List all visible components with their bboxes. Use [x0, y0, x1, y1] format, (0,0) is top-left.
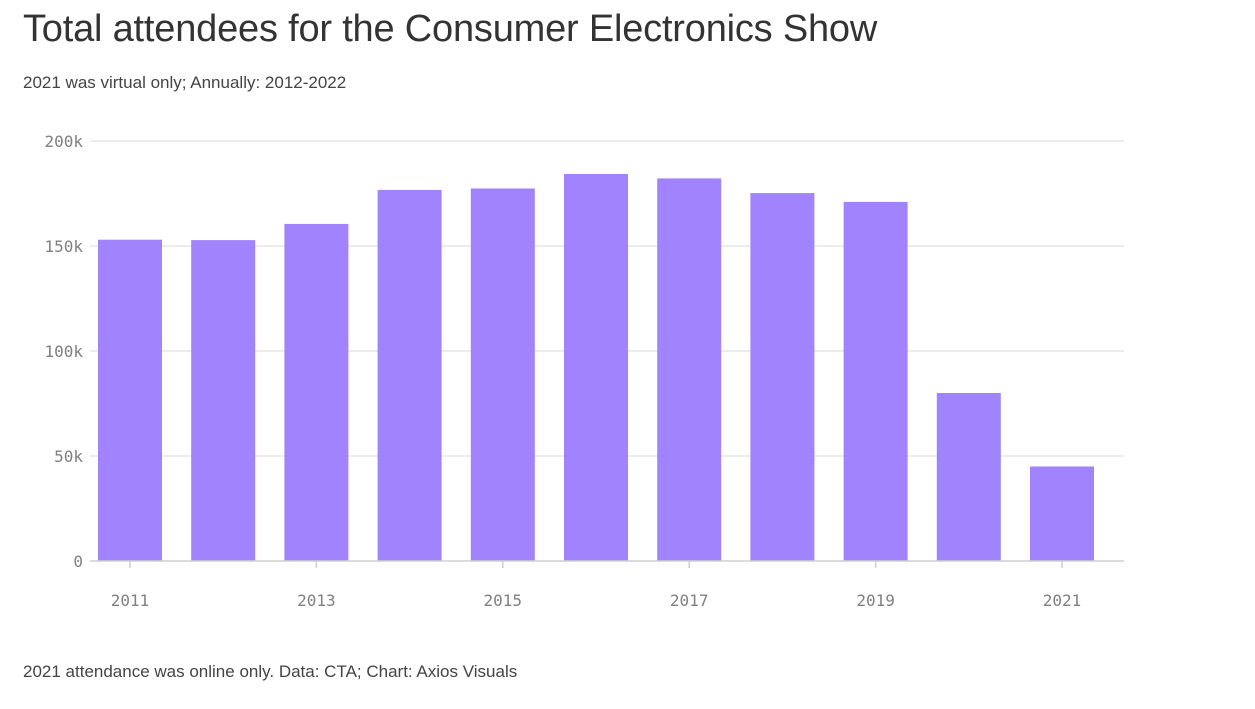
bars	[98, 173, 1094, 561]
x-axis	[90, 560, 1124, 568]
y-tick-label: 50k	[54, 447, 83, 466]
y-tick-label: 150k	[44, 237, 83, 256]
bar-2013	[284, 223, 349, 561]
chart-title: Total attendees for the Consumer Electro…	[23, 8, 878, 50]
x-tick-label: 2021	[1043, 591, 1082, 610]
bar-2015	[470, 188, 535, 561]
bar-2018	[750, 193, 815, 561]
bar-chart: 0 50k 100k 150k 200k 2011 2013 2015 2017 2019 202…	[44, 132, 1124, 610]
bar-2017	[657, 178, 722, 561]
y-tick-label: 0	[73, 552, 83, 571]
x-tick-label: 2015	[484, 591, 523, 610]
bar-2019	[843, 201, 908, 561]
x-tick-label: 2017	[670, 591, 709, 610]
y-tick-label: 100k	[44, 342, 83, 361]
bar-2020	[936, 393, 1001, 561]
bar-2011	[98, 239, 162, 561]
bar-2016	[564, 173, 628, 561]
y-axis-labels: 0 50k 100k 150k 200k	[44, 132, 83, 571]
x-tick-label: 2013	[297, 591, 336, 610]
x-tick-label: 2011	[111, 591, 150, 610]
x-axis-labels: 2011 2013 2015 2017 2019 2021	[111, 591, 1082, 610]
chart-footer: 2021 attendance was online only. Data: C…	[23, 662, 518, 681]
bar-2012	[191, 240, 256, 561]
y-tick-label: 200k	[44, 132, 83, 151]
chart-subtitle: 2021 was virtual only; Annually: 2012-20…	[23, 73, 347, 92]
bar-2014	[377, 189, 442, 561]
bar-2021	[1030, 466, 1094, 561]
x-tick-label: 2019	[856, 591, 895, 610]
